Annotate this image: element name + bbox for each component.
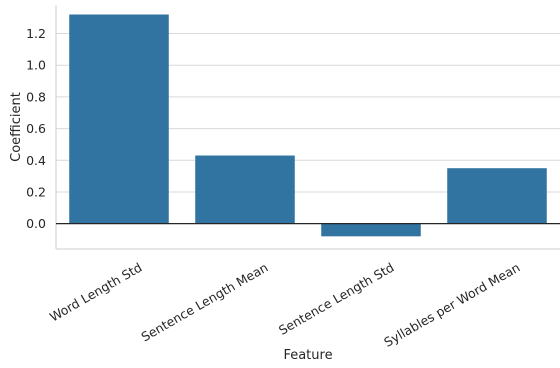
x-tick-label: Syllables per Word Mean	[381, 260, 522, 350]
bar	[195, 155, 295, 224]
y-tick-label: 0.4	[26, 153, 46, 168]
bar	[69, 14, 169, 224]
y-tick-label: 0.0	[26, 216, 46, 231]
x-tick-label: Word Length Std	[47, 260, 145, 325]
y-tick-label: 1.0	[26, 58, 46, 73]
plot-frame	[55, 5, 560, 250]
y-tick-label: 0.2	[26, 184, 46, 199]
y-axis-label: Coefficient	[9, 92, 24, 162]
y-tick-labels: 0.0 0.2 0.4 0.6 0.8 1.0 1.2	[26, 26, 46, 231]
bar	[447, 168, 547, 224]
x-tick-label: Sentence Length Std	[276, 260, 396, 338]
x-tick-label: Sentence Length Mean	[139, 260, 271, 345]
y-tick-label: 0.8	[26, 89, 46, 104]
bar	[321, 223, 421, 237]
y-tick-label: 1.2	[26, 26, 46, 41]
x-axis-label: Feature	[283, 348, 332, 363]
y-tick-label: 0.6	[26, 121, 46, 136]
bars	[69, 14, 547, 237]
